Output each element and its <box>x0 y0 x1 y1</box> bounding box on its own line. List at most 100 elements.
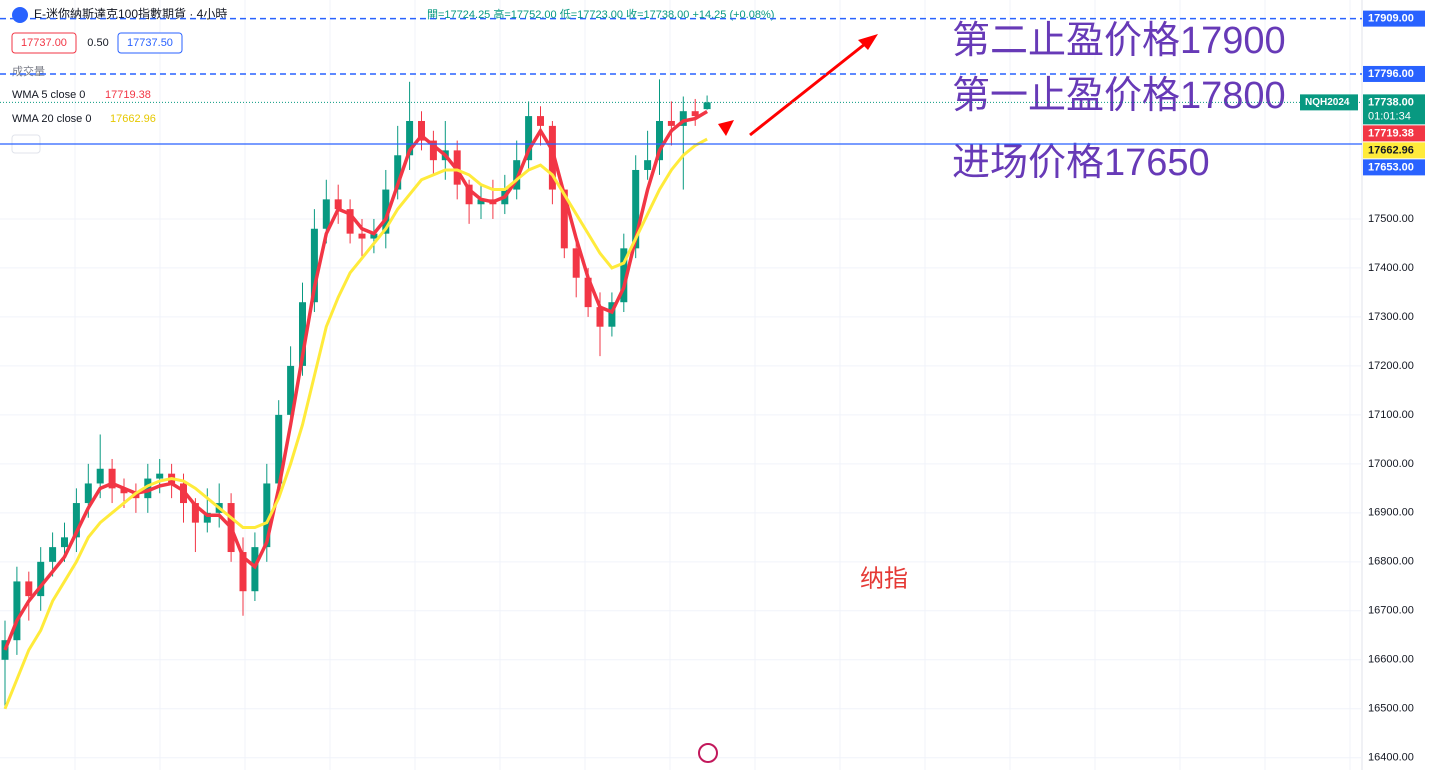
price-badge <box>1363 94 1425 125</box>
candle-body <box>620 248 628 303</box>
y-tick-label: 17500.00 <box>1368 213 1414 225</box>
candle-body <box>287 365 295 415</box>
candle-body <box>132 493 140 499</box>
annotation: 进场价格17650 <box>952 142 1210 184</box>
price-badge-label: 17796.00 <box>1368 68 1414 80</box>
candle-body <box>84 483 92 504</box>
price-badge <box>1363 125 1425 142</box>
y-tick-label: 17300.00 <box>1368 311 1414 323</box>
y-tick-label: 16700.00 <box>1368 605 1414 617</box>
arrow-head <box>718 120 734 136</box>
candle-body <box>406 120 414 156</box>
candle-body <box>13 581 21 641</box>
candle-body <box>418 120 425 141</box>
candle-body <box>644 160 652 170</box>
annotation: 第二止盈价格17900 <box>952 20 1286 62</box>
chart-title: E-迷你納斯達克100指數期貨 · 4小時 <box>34 6 227 21</box>
candle-body <box>429 140 437 161</box>
sell-price: 17737.00 <box>21 37 67 49</box>
arrow <box>749 38 871 137</box>
candle-body <box>144 478 152 499</box>
legend-label: WMA 5 close 0 <box>12 89 85 101</box>
candle-body <box>49 547 57 562</box>
candle-body <box>263 483 271 548</box>
candle-body <box>525 116 533 161</box>
candle-body <box>513 160 521 190</box>
ma-line <box>3 109 708 651</box>
ma-line <box>3 137 708 710</box>
candle-body <box>477 199 485 205</box>
sell-button[interactable] <box>11 32 77 54</box>
symbol-logo <box>12 7 28 23</box>
candle-body <box>382 189 390 234</box>
arrow-head <box>858 34 878 50</box>
candle-body <box>299 302 306 366</box>
y-tick-label: 16500.00 <box>1368 703 1414 715</box>
candle-body <box>632 169 640 249</box>
y-tick-label: 16900.00 <box>1368 507 1414 519</box>
candle-body <box>239 552 247 592</box>
symbol-badge <box>1300 94 1358 111</box>
countdown: 01:01:34 <box>1368 110 1411 122</box>
candle-body <box>703 102 711 110</box>
y-tick-label: 17400.00 <box>1368 262 1414 274</box>
legend-value: 17719.38 <box>105 89 151 101</box>
legend-value: 17662.96 <box>110 113 156 125</box>
candle-body <box>691 111 699 117</box>
candle-body <box>37 561 45 597</box>
candle-body <box>548 125 556 190</box>
candle-body <box>370 233 378 239</box>
candle-body <box>465 184 473 205</box>
y-tick-label: 16800.00 <box>1368 556 1414 568</box>
candle-body <box>25 581 33 597</box>
candle-body <box>108 468 116 489</box>
annotation: 第一止盈价格17800 <box>952 75 1286 117</box>
legend-label: WMA 20 close 0 <box>12 113 91 125</box>
candle-body <box>608 302 616 327</box>
price-badge <box>1363 159 1425 176</box>
candle-body <box>596 307 604 327</box>
annotation: 纳指 <box>860 565 908 592</box>
candle-body <box>584 277 592 308</box>
candle-body <box>667 120 675 126</box>
candle-body <box>346 209 354 234</box>
ohlc: 開=17724.25 高=17752.00 低=17723.00 收=17738… <box>427 7 774 21</box>
candle-body <box>656 120 663 161</box>
icon[interactable] <box>698 743 718 763</box>
candle-body <box>679 111 687 126</box>
spread: 0.50 <box>87 37 108 49</box>
candle-body <box>72 503 80 538</box>
y-tick-label: 16400.00 <box>1368 752 1414 764</box>
candle-body <box>310 228 318 303</box>
buy-button[interactable] <box>117 32 183 54</box>
candle-body <box>572 248 580 278</box>
candle-body <box>358 233 366 239</box>
y-tick-label: 17100.00 <box>1368 409 1414 421</box>
buy-price: 17737.50 <box>127 37 173 49</box>
y-tick-label: 16600.00 <box>1368 654 1414 666</box>
price-badge-label: 17738.00 <box>1368 96 1414 108</box>
candle-body <box>191 503 199 523</box>
price-badge-label: 17662.96 <box>1368 144 1414 156</box>
y-tick-label: 17000.00 <box>1368 458 1414 470</box>
price-badge <box>1363 10 1425 27</box>
candle-body <box>560 189 568 249</box>
price-badge-label: 17909.00 <box>1368 13 1414 25</box>
price-badge <box>1363 142 1425 159</box>
candle-body <box>394 155 402 190</box>
candle-body <box>322 199 330 229</box>
candle-body <box>537 116 544 126</box>
price-badge <box>1363 65 1425 82</box>
price-badge-label: 17719.38 <box>1368 127 1414 139</box>
candle-body <box>96 468 104 484</box>
price-badge-label: 17653.00 <box>1368 161 1414 173</box>
candle-body <box>275 414 283 484</box>
candle-body <box>334 199 342 210</box>
y-tick-label: 17200.00 <box>1368 360 1414 372</box>
candle-body <box>156 473 164 479</box>
candle-body <box>251 547 259 592</box>
candle-body <box>61 537 68 548</box>
volume-label: 成交量 <box>12 64 45 78</box>
